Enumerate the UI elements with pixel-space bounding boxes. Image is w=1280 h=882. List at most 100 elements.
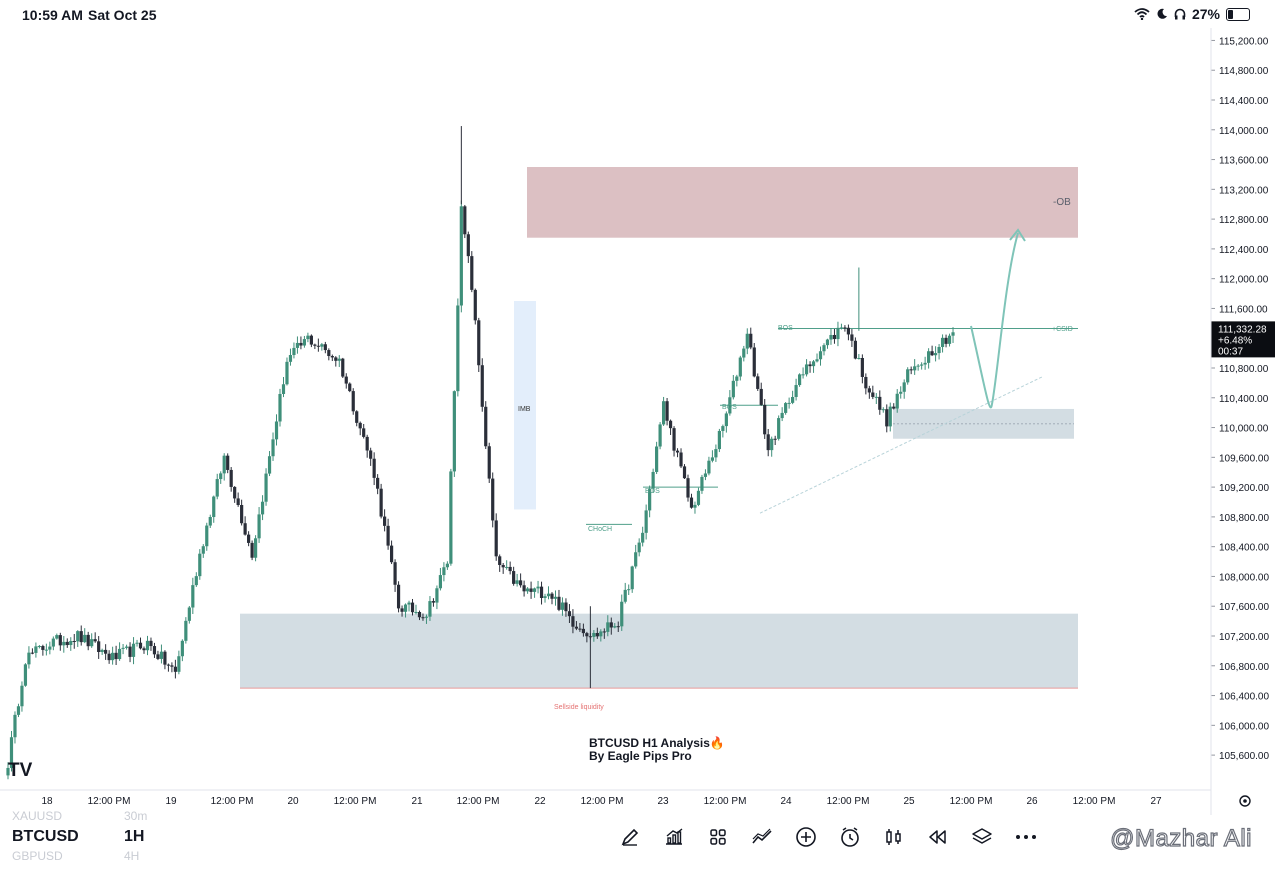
alert-icon[interactable] [834,824,865,850]
add-icon[interactable] [790,824,821,850]
candle-body [358,422,362,429]
candle-body [742,348,746,358]
y-tick-label: 110,000.00 [1219,424,1269,435]
candle-body [895,393,899,409]
bearish-ob-zone [527,167,1078,238]
y-tick-label: 107,200.00 [1219,632,1269,643]
candle-body [428,601,432,617]
candle-body [128,646,132,657]
price-chart[interactable]: -OB IMB +CSID BOS BOS BOS CHoCH Sellside liquid… [0,28,1280,815]
y-tick-label: 114,800.00 [1219,66,1269,77]
candle-body [780,412,784,419]
candle-body [773,438,777,440]
candle-body [107,653,111,661]
more-icon[interactable] [1010,824,1041,850]
candle-body [902,382,906,392]
candle-body [138,642,143,649]
candle-body [825,339,830,346]
candle-body [707,460,711,474]
candle-body [916,365,920,367]
candle-body [581,628,585,634]
candle-body [515,580,519,584]
templates-icon[interactable] [702,824,733,850]
bos-label-2: BOS [722,404,737,411]
candle-body [281,384,286,394]
svg-text:TV: TV [8,760,33,781]
candle-body [714,449,718,458]
candle-body [372,458,376,478]
candle-body [379,488,383,517]
y-tick-label: 106,000.00 [1219,721,1269,732]
timeframe-selector[interactable]: 1H [124,828,145,845]
candle-body [117,648,122,660]
candle-body [6,767,10,776]
candle-body [159,651,164,659]
candle-body [648,488,652,511]
candle-body [421,617,425,619]
candle-body [892,406,896,409]
candle-body [135,642,139,644]
candle-body [187,607,191,621]
candle-body [738,357,742,377]
candle-body [696,490,701,505]
pen-icon[interactable] [614,824,645,850]
candle-body [867,388,871,393]
watchlist-ghost-symbol-1: XAUUSD [12,809,63,823]
candle-body [745,333,749,349]
candle-body [72,640,76,642]
candle-body [920,364,924,366]
candle-body [330,356,334,358]
candle-body [752,347,756,377]
layers-icon[interactable] [966,824,997,850]
candle-body [191,585,195,608]
candle-body [574,626,579,629]
status-right: 27% [1134,6,1250,22]
candle-body [470,256,474,290]
indicators-icon[interactable] [658,824,689,850]
projection-arrowhead [1009,228,1026,242]
y-tick-label: 105,600.00 [1219,751,1269,762]
candle-body [913,366,917,371]
candle-body [766,434,770,451]
x-tick-label: 25 [903,796,915,807]
candle-body [637,542,641,553]
candle-body [369,450,373,459]
candle-body [208,517,212,526]
candle-body [278,393,282,422]
candle-body [595,632,599,637]
candle-body [410,602,415,613]
candle-body [543,596,547,598]
candle-body [620,601,624,627]
candle-body [264,473,268,502]
rewind-icon[interactable] [922,824,953,850]
candle-body [114,652,118,660]
candle-body [599,631,603,637]
candle-body [501,564,505,568]
candle-body [142,648,146,651]
headphones-icon [1174,8,1186,20]
candle-body [811,361,816,367]
y-tick-label: 108,800.00 [1219,513,1269,524]
symbol-selector[interactable]: BTCUSD [12,828,79,845]
candle-body [198,553,202,577]
candle-body [818,351,823,360]
candle-body [247,534,251,543]
candle-body [173,666,177,672]
candle-body [253,538,258,558]
candle-body [585,633,589,637]
candle-body [703,473,708,477]
candle-body [316,345,320,347]
candle-body [365,436,369,451]
candle-body [184,620,188,641]
candle-body [505,566,509,568]
replay-icon[interactable] [878,824,909,850]
x-tick-label: 24 [780,796,792,807]
settings-icon[interactable] [1239,795,1251,807]
candle-body [536,586,540,589]
candle-body [532,588,537,592]
candle-body [487,446,491,479]
candle-body [933,353,938,356]
candle-body [389,545,394,563]
candle-body [686,478,690,498]
drawing-icon[interactable] [746,824,777,850]
